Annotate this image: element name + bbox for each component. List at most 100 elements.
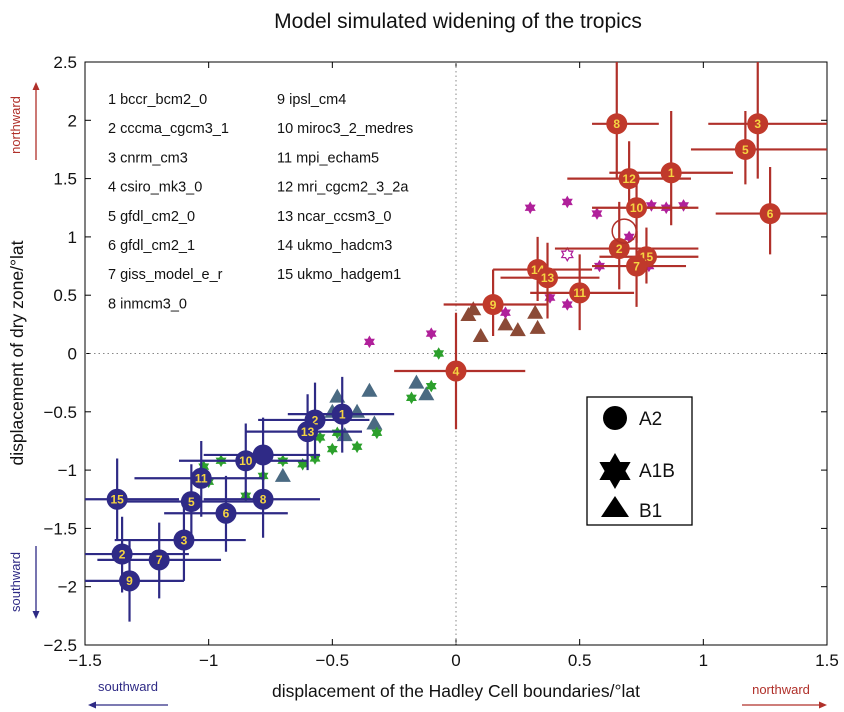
point-number-label: 10 [239,454,253,468]
series-a2-south: 2 1 13 10 11 8 5 6 15 3 2 7 9 [85,376,395,622]
point-number-label: 1 [668,166,675,180]
point-number-label: 15 [110,493,124,507]
model-label: 1 bccr_bcm2_0 [108,92,207,108]
data-point [351,440,363,454]
data-point [408,374,425,389]
point-number-label: 13 [301,425,315,439]
model-label: 3 cnrm_cm3 [108,150,188,166]
model-label: 4 csiro_mk3_0 [108,180,202,196]
data-point [537,267,559,289]
data-point [361,382,378,397]
y-tick-label: 0 [68,345,77,364]
model-label: 9 ipsl_cm4 [277,92,346,108]
model-label: 13 ncar_ccsm3_0 [277,209,391,225]
legend-star-icon [599,453,631,489]
axis-ticks: −1.5 −1 −0.5 0 0.5 1 1.5 2.5 2 1.5 1 0.5 0 −0.5 −1 −1.5… [43,53,838,670]
data-point [509,322,526,337]
point-number-label: 12 [622,172,636,186]
data-point [418,386,435,401]
data-point [215,502,237,524]
point-number-label: 3 [181,533,188,547]
point-number-label: 9 [490,298,497,312]
data-point [645,199,657,212]
data-point [331,426,343,440]
y-tick-label: −1.5 [43,519,77,538]
data-point [297,421,319,443]
data-point-open [611,218,637,244]
model-label: 14 ukmo_hadcm3 [277,238,392,254]
x-tick-label: −1.5 [68,651,102,670]
data-point [252,488,274,510]
data-point [190,467,212,489]
data-point [106,488,128,510]
point-number-label: 4 [453,364,460,378]
x-tick-label: −0.5 [316,651,350,670]
y-tick-label: 2 [68,111,77,130]
data-point [326,442,338,456]
arrowhead-up-icon [32,82,40,90]
point-number-label: 6 [223,507,230,521]
legend-circle-icon [603,406,627,430]
y-tick-label: 0.5 [53,286,77,305]
data-point [626,197,648,219]
data-point [497,316,514,331]
point-number-label: 8 [260,493,267,507]
data-point [618,168,640,190]
data-point [527,304,544,319]
data-point [371,426,383,440]
point-number-label: 10 [630,201,644,215]
data-point [433,347,445,360]
point-number-label: 8 [613,117,620,131]
point-number-label: 2 [312,413,319,427]
x-tick-label: 1 [699,651,708,670]
series-b1-north [460,301,546,343]
direction-label-x-south: southward [98,679,158,694]
data-point [591,207,603,220]
x-axis-label: displacement of the Hadley Cell boundari… [272,681,640,701]
point-number-label: 2 [119,547,126,561]
y-tick-label: 2.5 [53,53,77,72]
data-point-open [560,246,574,262]
y-axis-label: displacement of dry zone/°lat [7,240,27,465]
data-point [180,491,202,513]
point-number-label: 7 [156,553,163,567]
point-number-label: 5 [188,495,195,509]
data-point [119,570,141,592]
data-point [759,203,781,225]
x-tick-label: 0.5 [568,651,592,670]
data-point [252,444,274,466]
legend-label-a2: A2 [639,409,662,430]
model-label: 11 mpi_echam5 [277,150,379,166]
data-point [173,529,195,551]
model-label: 6 gfdl_cm2_1 [108,238,195,254]
data-point [569,282,591,304]
data-point [524,201,536,215]
data-point [561,195,573,209]
legend-label-a1b: A1B [639,461,675,482]
data-point [425,379,437,393]
data-point [734,138,756,160]
data-point [482,294,504,316]
direction-label-y-north: northward [8,96,23,154]
arrowhead-left-icon [88,701,96,709]
data-point [660,162,682,184]
chart-title: Model simulated widening of the tropics [274,10,642,33]
point-number-label: 13 [541,271,555,285]
x-tick-label: −1 [199,651,218,670]
point-number-label: 9 [126,574,133,588]
point-number-label: 1 [339,407,346,421]
legend: A2 A1B B1 [586,396,693,526]
data-point [500,306,511,319]
point-number-label: 11 [573,286,586,300]
direction-south-x: southward [88,679,168,709]
point-number-label: 7 [633,259,640,273]
data-point [235,450,257,472]
arrowhead-right-icon [819,701,827,709]
point-number-label: 5 [742,143,749,157]
data-point [606,113,628,135]
y-tick-label: 1 [68,228,77,247]
point-number-label: 2 [616,242,623,256]
data-point [626,255,648,277]
